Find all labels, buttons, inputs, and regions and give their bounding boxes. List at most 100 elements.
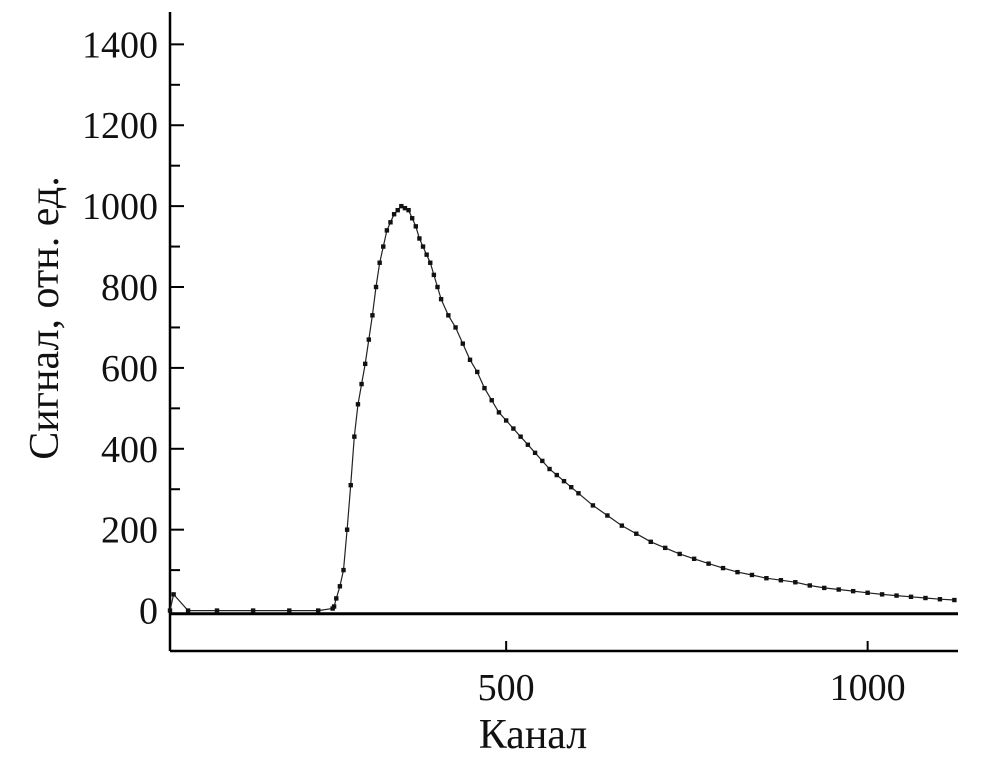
data-point bbox=[749, 572, 755, 578]
data-point bbox=[424, 252, 429, 257]
data-point bbox=[362, 361, 368, 367]
data-point bbox=[334, 596, 339, 601]
data-point bbox=[576, 491, 581, 496]
data-point bbox=[496, 410, 502, 415]
data-point bbox=[511, 426, 516, 431]
data-point bbox=[370, 313, 375, 318]
data-point bbox=[561, 478, 567, 484]
data-point bbox=[352, 434, 357, 439]
data-point bbox=[413, 224, 418, 229]
data-point bbox=[250, 608, 256, 613]
series-line bbox=[169, 205, 955, 612]
data-point bbox=[287, 608, 292, 613]
data-point bbox=[185, 608, 191, 613]
data-point bbox=[937, 597, 943, 602]
y-tick-label: 0 bbox=[139, 591, 158, 633]
data-point bbox=[344, 527, 350, 532]
data-point bbox=[850, 588, 856, 594]
data-point bbox=[409, 216, 415, 221]
data-point bbox=[648, 539, 653, 545]
x-axis-title: Канал bbox=[479, 712, 588, 758]
x-tick-label: 500 bbox=[478, 667, 535, 709]
data-point bbox=[706, 561, 711, 566]
data-point bbox=[865, 590, 870, 595]
data-point bbox=[366, 337, 372, 342]
data-point bbox=[431, 272, 437, 278]
data-point bbox=[908, 594, 914, 600]
data-point bbox=[482, 385, 487, 391]
data-point bbox=[388, 220, 393, 225]
data-point bbox=[952, 597, 957, 603]
data-point bbox=[894, 593, 899, 598]
data-point bbox=[453, 325, 458, 330]
data-point bbox=[316, 608, 321, 613]
data-point bbox=[467, 357, 473, 363]
y-axis-title: Сигнал, отн. ед. bbox=[22, 176, 68, 459]
data-point bbox=[836, 587, 841, 592]
y-tick-label: 1400 bbox=[82, 24, 158, 66]
data-point bbox=[663, 545, 668, 551]
y-tick-label: 200 bbox=[101, 510, 158, 552]
data-point bbox=[605, 513, 610, 518]
data-point bbox=[793, 580, 798, 585]
data-point bbox=[619, 523, 625, 528]
data-point bbox=[764, 576, 769, 581]
data-point bbox=[460, 341, 465, 346]
x-tick-label: 1000 bbox=[830, 667, 906, 709]
data-point bbox=[348, 482, 353, 488]
y-axis: 0 200 400 600 800 1000 1200 1400 bbox=[82, 12, 184, 651]
data-point bbox=[359, 381, 364, 387]
data-point bbox=[540, 458, 545, 464]
data-point bbox=[807, 583, 812, 588]
data-point bbox=[525, 442, 531, 447]
data-point bbox=[337, 584, 343, 589]
data-point bbox=[532, 450, 538, 456]
data-point bbox=[395, 207, 400, 213]
data-point bbox=[420, 244, 426, 249]
data-point bbox=[489, 398, 494, 403]
data-point bbox=[381, 244, 386, 249]
data-point bbox=[503, 418, 509, 423]
x-axis: 500 1000 bbox=[170, 641, 958, 709]
data-point bbox=[377, 260, 382, 265]
data-point bbox=[331, 604, 337, 609]
data-point bbox=[417, 236, 422, 241]
y-tick-label: 800 bbox=[101, 267, 158, 309]
data-point bbox=[879, 592, 885, 597]
data-point bbox=[677, 551, 682, 557]
plot-area bbox=[167, 203, 958, 616]
data-point bbox=[435, 284, 440, 290]
data-point bbox=[634, 531, 639, 536]
y-tick-label: 1000 bbox=[82, 186, 158, 228]
data-point bbox=[547, 466, 552, 472]
data-point bbox=[778, 578, 784, 583]
data-point bbox=[446, 313, 451, 318]
data-point bbox=[355, 402, 361, 407]
data-point bbox=[554, 472, 559, 478]
data-point bbox=[720, 565, 726, 571]
data-point bbox=[428, 260, 433, 265]
data-point bbox=[569, 485, 574, 490]
data-point bbox=[923, 595, 928, 601]
data-point bbox=[590, 503, 596, 508]
data-point bbox=[406, 207, 411, 213]
data-point bbox=[341, 567, 346, 573]
data-point bbox=[691, 556, 697, 561]
data-point bbox=[475, 369, 480, 375]
data-point bbox=[402, 205, 408, 211]
y-tick-label: 1200 bbox=[82, 105, 158, 147]
data-point bbox=[518, 434, 523, 439]
data-point bbox=[214, 608, 220, 613]
data-point bbox=[167, 608, 173, 613]
data-point bbox=[373, 284, 379, 290]
data-point bbox=[384, 228, 390, 233]
data-point bbox=[822, 585, 827, 591]
y-tick-label: 600 bbox=[101, 348, 158, 390]
data-point bbox=[438, 296, 444, 302]
y-tick-label: 400 bbox=[101, 429, 158, 471]
data-point bbox=[391, 212, 397, 217]
data-point bbox=[399, 203, 404, 209]
data-point bbox=[171, 592, 176, 597]
data-point bbox=[735, 569, 740, 575]
